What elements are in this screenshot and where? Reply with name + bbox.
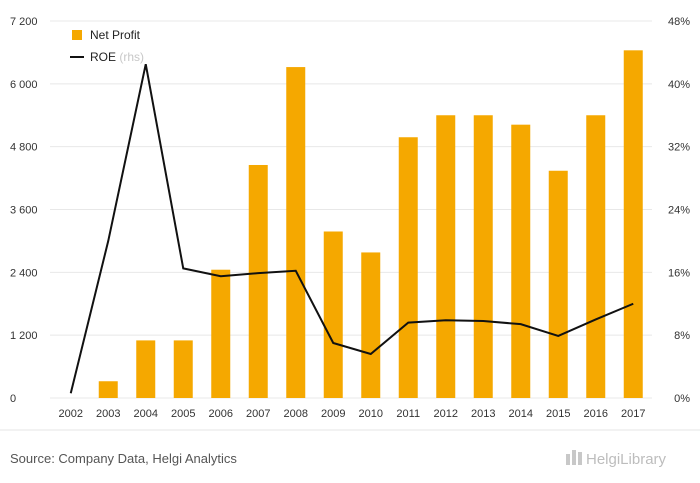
brand-logo: HelgiLibrary <box>566 450 667 468</box>
right-tick-label: 32% <box>668 142 690 154</box>
bar-net-profit-2011 <box>398 137 418 398</box>
bar-net-profit-2013 <box>473 115 493 398</box>
bar-net-profit-2004 <box>136 340 156 398</box>
left-tick-label: 4 800 <box>10 142 38 154</box>
x-tick-label: 2009 <box>321 408 345 420</box>
legend-roe-suffix: (rhs) <box>119 50 144 64</box>
right-tick-label: 24% <box>668 205 690 217</box>
bar-net-profit-2009 <box>323 231 343 398</box>
bar-net-profit-2007 <box>248 164 268 398</box>
left-tick-label: 6 000 <box>10 79 38 91</box>
left-tick-label: 3 600 <box>10 205 38 217</box>
legend: Net Profit ROE (rhs) <box>70 28 144 64</box>
x-tick-label: 2012 <box>434 408 458 420</box>
legend-roe-name: ROE <box>90 50 116 64</box>
x-tick-label: 2015 <box>546 408 570 420</box>
bar-net-profit-2014 <box>511 124 531 399</box>
x-tick-label: 2014 <box>509 408 533 420</box>
x-tick-label: 2005 <box>171 408 195 420</box>
bar-net-profit-2008 <box>286 67 306 399</box>
x-tick-label: 2013 <box>471 408 495 420</box>
legend-label-roe: ROE (rhs) <box>90 50 144 64</box>
bar-net-profit-2016 <box>586 115 606 398</box>
right-tick-label: 0% <box>674 393 690 405</box>
brand-logo-bar-2 <box>572 450 576 465</box>
right-tick-label: 16% <box>668 267 690 279</box>
source-note: Source: Company Data, Helgi Analytics <box>10 451 237 466</box>
bar-net-profit-2015 <box>548 170 568 398</box>
brand-logo-bar-3 <box>578 452 582 465</box>
roe-line <box>69 63 634 394</box>
brand-name: HelgiLibrary <box>586 451 667 468</box>
x-tick-label: 2008 <box>284 408 308 420</box>
x-axis-ticks: 2002 2003 2004 2005 2006 2007 2008 2009 2010 2011… <box>59 408 646 420</box>
left-axis-ticks: 0 1 200 2 400 3 600 4 800 6 000 7 200 <box>10 16 38 405</box>
x-tick-label: 2011 <box>396 408 420 420</box>
x-tick-label: 2010 <box>359 408 383 420</box>
x-tick-label: 2007 <box>246 408 270 420</box>
bar-net-profit-2006 <box>211 269 231 398</box>
bar-net-profit-2010 <box>361 252 381 398</box>
line-series-roe <box>69 63 634 394</box>
right-tick-label: 8% <box>674 330 690 342</box>
right-tick-label: 40% <box>668 79 690 91</box>
bar-net-profit-2012 <box>436 115 456 398</box>
right-tick-label: 48% <box>668 16 690 28</box>
left-tick-label: 7 200 <box>10 16 38 28</box>
legend-swatch-net-profit <box>72 30 82 40</box>
x-tick-label: 2017 <box>621 408 645 420</box>
x-tick-label: 2003 <box>96 408 120 420</box>
x-tick-label: 2006 <box>209 408 233 420</box>
x-tick-label: 2016 <box>584 408 608 420</box>
bar-net-profit-2005 <box>173 340 193 398</box>
x-tick-label: 2002 <box>59 408 83 420</box>
right-axis-ticks: 0% 8% 16% 24% 32% 40% 48% <box>668 16 690 405</box>
left-tick-label: 2 400 <box>10 267 38 279</box>
x-tick-label: 2004 <box>134 408 158 420</box>
bar-series-net-profit <box>98 50 643 399</box>
left-tick-label: 0 <box>10 393 16 405</box>
legend-label-net-profit: Net Profit <box>90 28 141 42</box>
bar-net-profit-2017 <box>623 50 643 398</box>
bar-net-profit-2003 <box>98 381 118 398</box>
left-tick-label: 1 200 <box>10 330 38 342</box>
brand-logo-bar-1 <box>566 454 570 465</box>
